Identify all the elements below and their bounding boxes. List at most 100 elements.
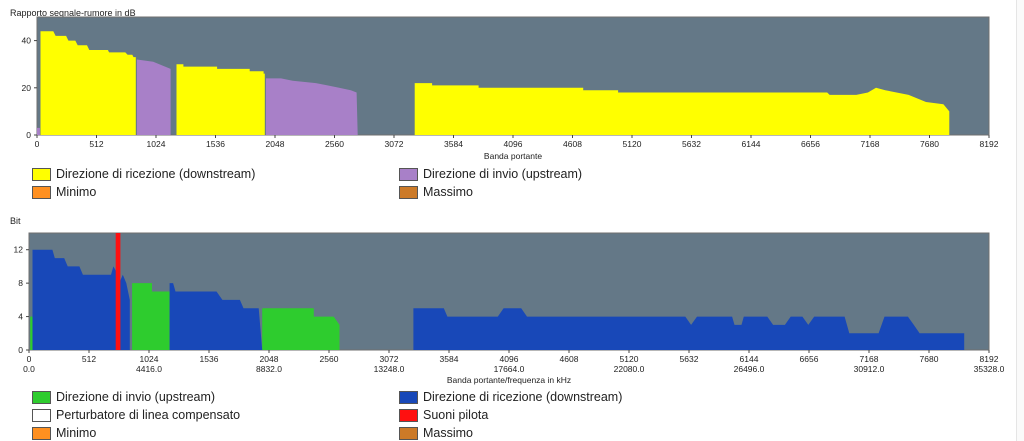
- legend-label: Direzione di ricezione (downstream): [423, 390, 623, 404]
- series-area-yellow: [40, 31, 136, 136]
- series-area-green: [262, 308, 340, 350]
- legend-swatch: [32, 390, 51, 404]
- series-area-red: [115, 233, 121, 350]
- bit-legend-item-compensated[interactable]: Perturbatore di linea compensato: [32, 408, 240, 422]
- y-tick-label: 40: [22, 36, 32, 46]
- x-tick-label: 3584: [440, 354, 459, 364]
- legend-swatch: [32, 185, 51, 199]
- x-tick-label: 2560: [325, 139, 344, 149]
- x-freq-tick-label: 22080.0: [614, 364, 645, 374]
- x-tick-label: 512: [82, 354, 96, 364]
- x-tick-label: 1024: [147, 139, 166, 149]
- bit-legend-item-downstream[interactable]: Direzione di ricezione (downstream): [399, 390, 622, 404]
- legend-swatch: [32, 426, 51, 440]
- x-tick-label: 4608: [560, 354, 579, 364]
- x-freq-tick-label: 17664.0: [494, 364, 525, 374]
- x-freq-tick-label: 13248.0: [374, 364, 405, 374]
- x-freq-tick-label: 26496.0: [734, 364, 765, 374]
- x-tick-label: 6656: [800, 354, 819, 364]
- x-tick-label: 3072: [380, 354, 399, 364]
- x-freq-tick-label: 35328.0: [974, 364, 1005, 374]
- x-freq-tick-label: 30912.0: [854, 364, 885, 374]
- legend-label: Massimo: [423, 426, 474, 440]
- series-area-purple: [265, 78, 358, 135]
- bit-legend-item-pilot[interactable]: Suoni pilota: [399, 408, 488, 422]
- x-tick-label: 2048: [266, 139, 285, 149]
- x-tick-label: 4608: [563, 139, 582, 149]
- y-tick-label: 4: [18, 312, 23, 322]
- legend-swatch: [399, 426, 418, 440]
- x-tick-label: 6144: [740, 354, 759, 364]
- x-tick-label: 3072: [385, 139, 404, 149]
- series-area-green: [132, 283, 170, 350]
- x-tick-label: 6656: [801, 139, 820, 149]
- x-tick-label: 0: [27, 354, 32, 364]
- legend-swatch: [32, 167, 51, 181]
- x-tick-label: 8192: [980, 354, 999, 364]
- x-tick-label: 5120: [623, 139, 642, 149]
- y-tick-label: 0: [18, 345, 23, 355]
- x-tick-label: 1536: [206, 139, 225, 149]
- x-tick-label: 7168: [861, 139, 880, 149]
- legend-label: Minimo: [56, 185, 97, 199]
- y-tick-label: 12: [14, 245, 24, 255]
- legend-swatch: [32, 408, 51, 422]
- x-freq-tick-label: 0.0: [23, 364, 35, 374]
- legend-label: Direzione di ricezione (downstream): [56, 167, 256, 181]
- bit-legend-item-max[interactable]: Massimo: [399, 426, 473, 440]
- x-tick-label: 2048: [260, 354, 279, 364]
- series-area-yellow: [414, 83, 950, 135]
- x-tick-label: 4096: [500, 354, 519, 364]
- series-area-blue: [32, 249, 120, 350]
- snr-legend-item-downstream[interactable]: Direzione di ricezione (downstream): [32, 167, 255, 181]
- legend-label: Direzione di invio (upstream): [423, 167, 583, 181]
- snr-legend-item-upstream[interactable]: Direzione di invio (upstream): [399, 167, 582, 181]
- legend-swatch: [399, 185, 418, 199]
- legend-label: Suoni pilota: [423, 408, 489, 422]
- legend-label: Minimo: [56, 426, 97, 440]
- x-tick-label: 5120: [620, 354, 639, 364]
- series-area-purple: [136, 59, 171, 135]
- legend-label: Perturbatore di linea compensato: [56, 408, 241, 422]
- x-tick-label: 4096: [504, 139, 523, 149]
- y-tick-label: 8: [18, 278, 23, 288]
- series-area-yellow: [176, 64, 265, 135]
- legend-swatch: [399, 408, 418, 422]
- legend-label: Massimo: [423, 185, 474, 199]
- x-tick-label: 1536: [200, 354, 219, 364]
- x-tick-label: 7168: [860, 354, 879, 364]
- x-tick-label: 5632: [680, 354, 699, 364]
- snr-legend-item-min[interactable]: Minimo: [32, 185, 96, 199]
- page-scrollbar[interactable]: [1016, 0, 1024, 441]
- x-tick-label: 1024: [140, 354, 159, 364]
- x-tick-label: 3584: [444, 139, 463, 149]
- y-tick-label: 0: [26, 130, 31, 140]
- x-freq-tick-label: 4416.0: [136, 364, 162, 374]
- x-tick-label: 7680: [920, 354, 939, 364]
- series-area-green: [30, 316, 33, 350]
- y-tick-label: 20: [22, 83, 32, 93]
- series-area-blue: [119, 274, 130, 350]
- legend-swatch: [399, 167, 418, 181]
- bit-legend-item-min[interactable]: Minimo: [32, 426, 96, 440]
- bit-legend-item-upstream[interactable]: Direzione di invio (upstream): [32, 390, 215, 404]
- x-freq-tick-label: 8832.0: [256, 364, 282, 374]
- legend-label: Direzione di invio (upstream): [56, 390, 216, 404]
- x-tick-label: 512: [89, 139, 103, 149]
- x-tick-label: 7680: [920, 139, 939, 149]
- snr-chart-title: Rapporto segnale-rumore in dB: [10, 8, 136, 18]
- x-tick-label: 5632: [682, 139, 701, 149]
- x-axis-label: Banda portante: [484, 151, 542, 161]
- x-tick-label: 2560: [320, 354, 339, 364]
- series-area-blue: [413, 308, 965, 350]
- x-axis-label: Banda portante/frequenza in kHz: [447, 375, 571, 385]
- snr-legend-item-max[interactable]: Massimo: [399, 185, 473, 199]
- series-area-purple: [37, 127, 40, 135]
- x-tick-label: 6144: [742, 139, 761, 149]
- x-tick-label: 8192: [980, 139, 999, 149]
- series-area-blue: [169, 283, 263, 350]
- bit-chart-title: Bit: [10, 216, 21, 226]
- legend-swatch: [399, 390, 418, 404]
- x-tick-label: 0: [35, 139, 40, 149]
